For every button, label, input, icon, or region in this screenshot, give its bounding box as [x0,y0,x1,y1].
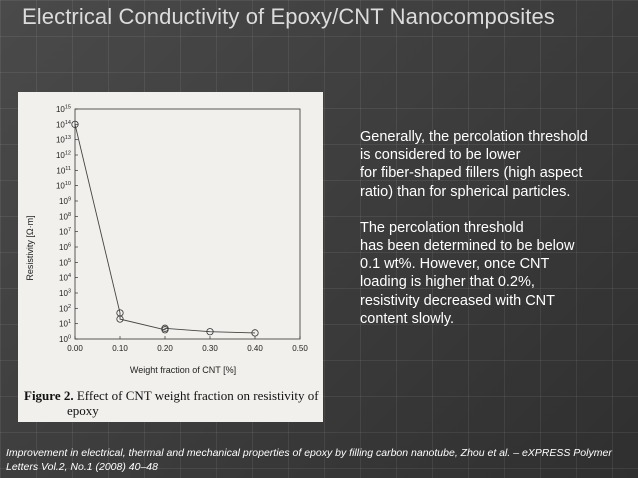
paragraph-line: has been determined to be below [360,238,575,255]
y-tick-label: 101 [59,319,71,329]
caption-label: Figure 2. [24,388,74,403]
paragraph-line: ratio) than for spherical particles. [360,183,571,200]
y-tick-label: 1013 [56,135,71,145]
x-tick-label: 0.30 [202,344,218,353]
y-tick-label: 109 [59,197,71,207]
chart-ticks: 100 101 102 103 104 105 106 107 108 109 1010 1011 10… [56,105,308,354]
y-tick-label: 108 [59,212,71,222]
paragraph-line: resistivity decreased with CNT [360,292,555,309]
data-point [161,324,169,332]
y-tick-label: 102 [59,304,71,314]
text-block: Generally, the percolation threshold is c… [360,128,628,328]
y-tick-label: 1012 [56,151,71,161]
paragraph-line: The percolation threshold [360,219,524,236]
data-point [251,329,259,337]
y-axis-label: Resistivity [Ω·m] [25,215,35,280]
chart-points [71,120,259,337]
y-tick-label: 1011 [56,166,71,176]
y-tick-label: 100 [59,335,71,345]
chart-series [74,124,256,334]
data-point [206,328,214,336]
paragraph-line: is considered to be lower [360,147,521,164]
x-tick-label: 0.50 [292,344,308,353]
paragraph-spacer [360,201,628,219]
y-tick-label: 103 [59,289,71,299]
y-tick-label: 105 [59,258,71,268]
x-tick-label: 0.00 [67,344,83,353]
y-tick-label: 104 [59,273,71,283]
citation: Improvement in electrical, thermal and m… [6,447,612,473]
data-point [71,120,79,128]
paragraph-line: Generally, the percolation threshold [360,129,588,145]
figure-panel: 100 101 102 103 104 105 106 107 108 109 1010 1011 10… [18,92,323,422]
y-tick-label: 1015 [56,105,71,115]
caption-text-2: epoxy [67,403,99,418]
x-tick-label: 0.40 [247,344,263,353]
paragraph-line: for fiber-shaped fillers (high aspect [360,165,583,182]
y-tick-label: 107 [59,227,71,237]
x-tick-label: 0.10 [112,344,128,353]
figure-caption: Figure 2. Effect of CNT weight fraction … [24,388,320,418]
slide-title: Electrical Conductivity of Epoxy/CNT Nan… [22,4,555,29]
plot-frame [74,108,301,340]
data-line [74,124,256,334]
caption-text: Effect of CNT weight fraction on resisti… [76,388,319,403]
data-point [116,315,124,323]
resistivity-chart: 100 101 102 103 104 105 106 107 108 109 1010 1011 10… [25,105,308,376]
x-tick-label: 0.20 [157,344,173,353]
chart-axes [74,108,301,340]
paragraph-line: 0.1 wt%. However, once CNT [360,256,550,273]
paragraph-line: content slowly. [360,310,455,327]
paragraph-line: loading is higher that 0.2%, [360,274,535,291]
y-tick-label: 1010 [56,181,71,191]
y-tick-label: 106 [59,243,71,253]
y-tick-label: 1014 [56,120,71,130]
x-axis-label: Weight fraction of CNT [%] [130,365,236,375]
